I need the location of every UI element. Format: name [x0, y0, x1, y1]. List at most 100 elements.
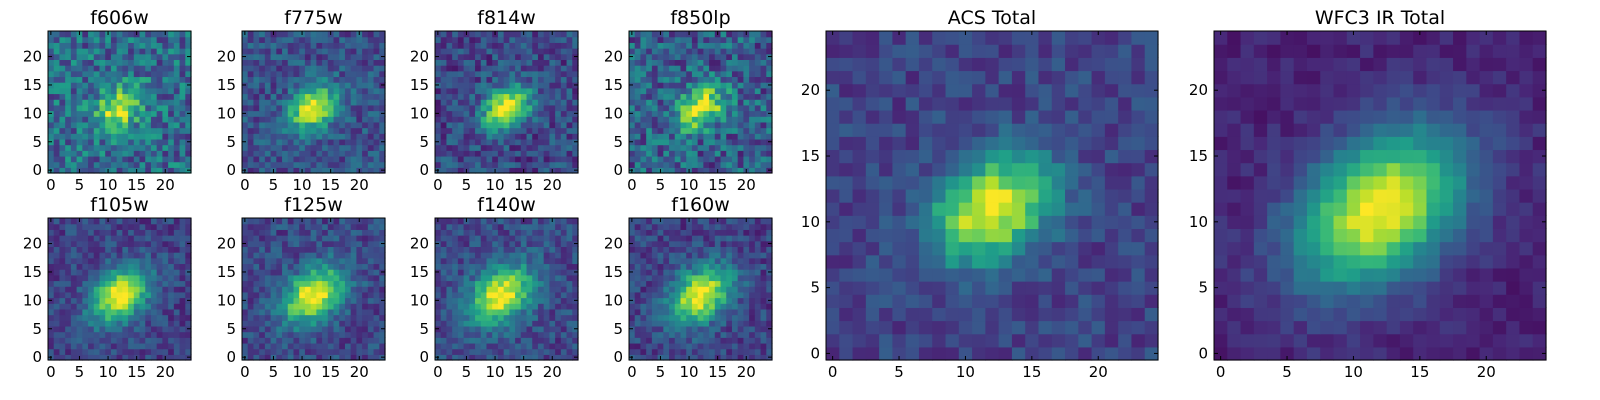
- heatmap-cell: [247, 53, 255, 60]
- heatmap-cell: [247, 263, 255, 270]
- heatmap-cell: [128, 223, 135, 230]
- heatmap-cell: [634, 48, 642, 55]
- heatmap-cell: [168, 121, 175, 129]
- heatmap-cell: [344, 42, 352, 49]
- heatmap-cell: [651, 303, 659, 310]
- heatmap-cell: [287, 314, 295, 321]
- heatmap-cell: [572, 320, 579, 327]
- heatmap-cell: [145, 320, 152, 327]
- heatmap-cell: [480, 93, 488, 100]
- heatmap-cell: [299, 337, 306, 344]
- heatmap-cell: [59, 308, 66, 316]
- heatmap-cell: [53, 155, 61, 163]
- heatmap-cell: [293, 138, 300, 146]
- heatmap-cell: [446, 127, 453, 134]
- heatmap-cell: [446, 167, 453, 174]
- heatmap-cell: [304, 240, 312, 247]
- heatmap-cell: [247, 110, 255, 117]
- heatmap-cell: [566, 127, 573, 134]
- heatmap-cell: [344, 331, 352, 338]
- heatmap-cell: [497, 263, 505, 270]
- heatmap-cell: [657, 155, 664, 163]
- heatmap-cell: [93, 42, 101, 49]
- heatmap-cell: [469, 70, 476, 78]
- heatmap-cell: [333, 308, 340, 316]
- heatmap-cell: [128, 31, 135, 38]
- heatmap-cell: [287, 76, 295, 83]
- heatmap-cell: [743, 274, 750, 282]
- heatmap-cell: [520, 70, 528, 78]
- heatmap-cell: [145, 110, 152, 117]
- heatmap-cell: [162, 133, 169, 140]
- heatmap-cell: [128, 116, 135, 123]
- heatmap-cell: [247, 274, 255, 282]
- heatmap-cell: [247, 240, 255, 247]
- heatmap-cell: [53, 82, 61, 89]
- heatmap-cell: [356, 87, 363, 95]
- heatmap-cell: [509, 65, 516, 72]
- heatmap-cell: [560, 121, 568, 129]
- heatmap-cell: [749, 53, 756, 60]
- heatmap-cell: [367, 297, 375, 304]
- heatmap-cell: [760, 31, 767, 38]
- heatmap-cell: [646, 314, 653, 321]
- heatmap-cell: [566, 42, 573, 49]
- heatmap-cell: [93, 76, 101, 83]
- heatmap-cell: [549, 150, 556, 157]
- heatmap-cell: [173, 138, 181, 146]
- heatmap-cell: [469, 263, 476, 270]
- heatmap-cell: [457, 133, 465, 140]
- heatmap-cell: [674, 70, 682, 78]
- heatmap-cell: [446, 150, 453, 157]
- heatmap-cell: [128, 87, 135, 95]
- heatmap-cell: [726, 48, 733, 55]
- heatmap-cell: [350, 314, 357, 321]
- heatmap-cell: [749, 36, 756, 43]
- heatmap-cell: [497, 269, 505, 276]
- heatmap-cell: [333, 76, 340, 83]
- heatmap-cell: [276, 325, 283, 333]
- heatmap-cell: [162, 297, 169, 304]
- heatmap-cell: [520, 110, 528, 117]
- heatmap-cell: [543, 274, 550, 282]
- heatmap-cell: [663, 110, 670, 117]
- heatmap-cell: [156, 342, 163, 350]
- heatmap-cell: [110, 93, 118, 100]
- heatmap-cell: [99, 87, 106, 95]
- heatmap-cell: [99, 133, 106, 140]
- heatmap-cell: [122, 235, 129, 242]
- heatmap-cell: [99, 110, 106, 117]
- heatmap-cell: [555, 263, 562, 270]
- heatmap-cell: [680, 354, 687, 361]
- heatmap-cell: [486, 133, 493, 140]
- heatmap-cell: [59, 150, 66, 157]
- heatmap-cell: [749, 348, 756, 355]
- heatmap-cell: [720, 150, 727, 157]
- heatmap-cell: [480, 218, 488, 225]
- heatmap-cell: [270, 127, 277, 134]
- heatmap-cell: [766, 280, 773, 287]
- heatmap-cell: [509, 320, 516, 327]
- heatmap-cell: [737, 303, 744, 310]
- heatmap-cell: [572, 104, 579, 112]
- heatmap-cell: [486, 110, 493, 117]
- heatmap-cell: [543, 99, 550, 106]
- heatmap-cell: [446, 144, 453, 151]
- heatmap-cell: [503, 110, 510, 117]
- heatmap-cell: [350, 42, 357, 49]
- heatmap-cell: [293, 320, 300, 327]
- heatmap-cell: [242, 314, 249, 321]
- heatmap-cell: [373, 104, 380, 112]
- heatmap-cell: [680, 127, 687, 134]
- heatmap-cell: [560, 314, 568, 321]
- heatmap-cell: [259, 31, 266, 38]
- heatmap-cell: [316, 133, 323, 140]
- heatmap-cell: [242, 155, 249, 163]
- heatmap-cell: [162, 93, 169, 100]
- heatmap-cell: [322, 331, 329, 338]
- heatmap-cell: [122, 31, 129, 38]
- heatmap-cell: [457, 303, 465, 310]
- heatmap-cell: [133, 348, 141, 355]
- heatmap-cell: [367, 116, 375, 123]
- heatmap-cell: [703, 133, 710, 140]
